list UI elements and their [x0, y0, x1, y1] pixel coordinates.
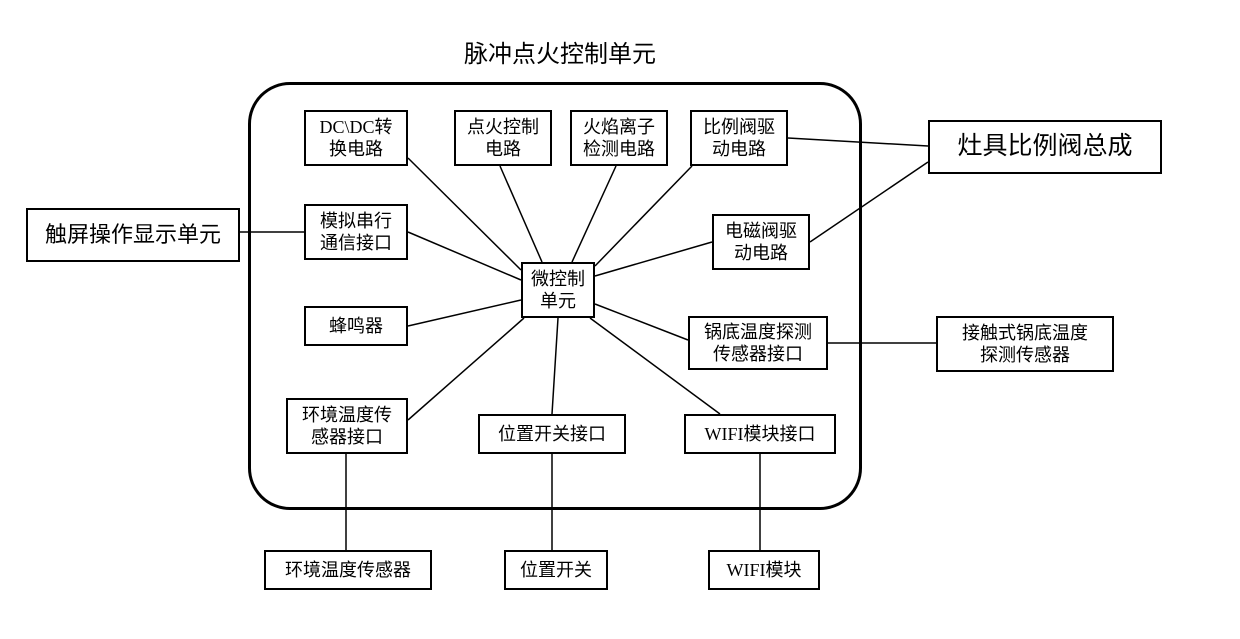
- node-buzzer: 蜂鸣器: [304, 306, 408, 346]
- node-wifi-interface: WIFI模块接口: [684, 414, 836, 454]
- node-position-switch: 位置开关: [504, 550, 608, 590]
- node-flame-ion-detect: 火焰离子 检测电路: [570, 110, 668, 166]
- diagram-title: 脉冲点火控制单元: [400, 34, 720, 69]
- node-env-temp-sensor: 环境温度传感器: [264, 550, 432, 590]
- node-serial-interface: 模拟串行 通信接口: [304, 204, 408, 260]
- node-pot-temp-interface: 锅底温度探测 传感器接口: [688, 316, 828, 370]
- node-dcdc: DC\DC转 换电路: [304, 110, 408, 166]
- node-ignition-circuit: 点火控制 电路: [454, 110, 552, 166]
- node-prop-valve-driver: 比例阀驱 动电路: [690, 110, 788, 166]
- node-mcu: 微控制 单元: [521, 262, 595, 318]
- node-proportional-valve: 灶具比例阀总成: [928, 120, 1162, 174]
- node-wifi-module: WIFI模块: [708, 550, 820, 590]
- node-position-interface: 位置开关接口: [478, 414, 626, 454]
- node-solenoid-driver: 电磁阀驱 动电路: [712, 214, 810, 270]
- node-touchscreen-display: 触屏操作显示单元: [26, 208, 240, 262]
- node-env-temp-interface: 环境温度传 感器接口: [286, 398, 408, 454]
- node-pot-temp-sensor: 接触式锅底温度 探测传感器: [936, 316, 1114, 372]
